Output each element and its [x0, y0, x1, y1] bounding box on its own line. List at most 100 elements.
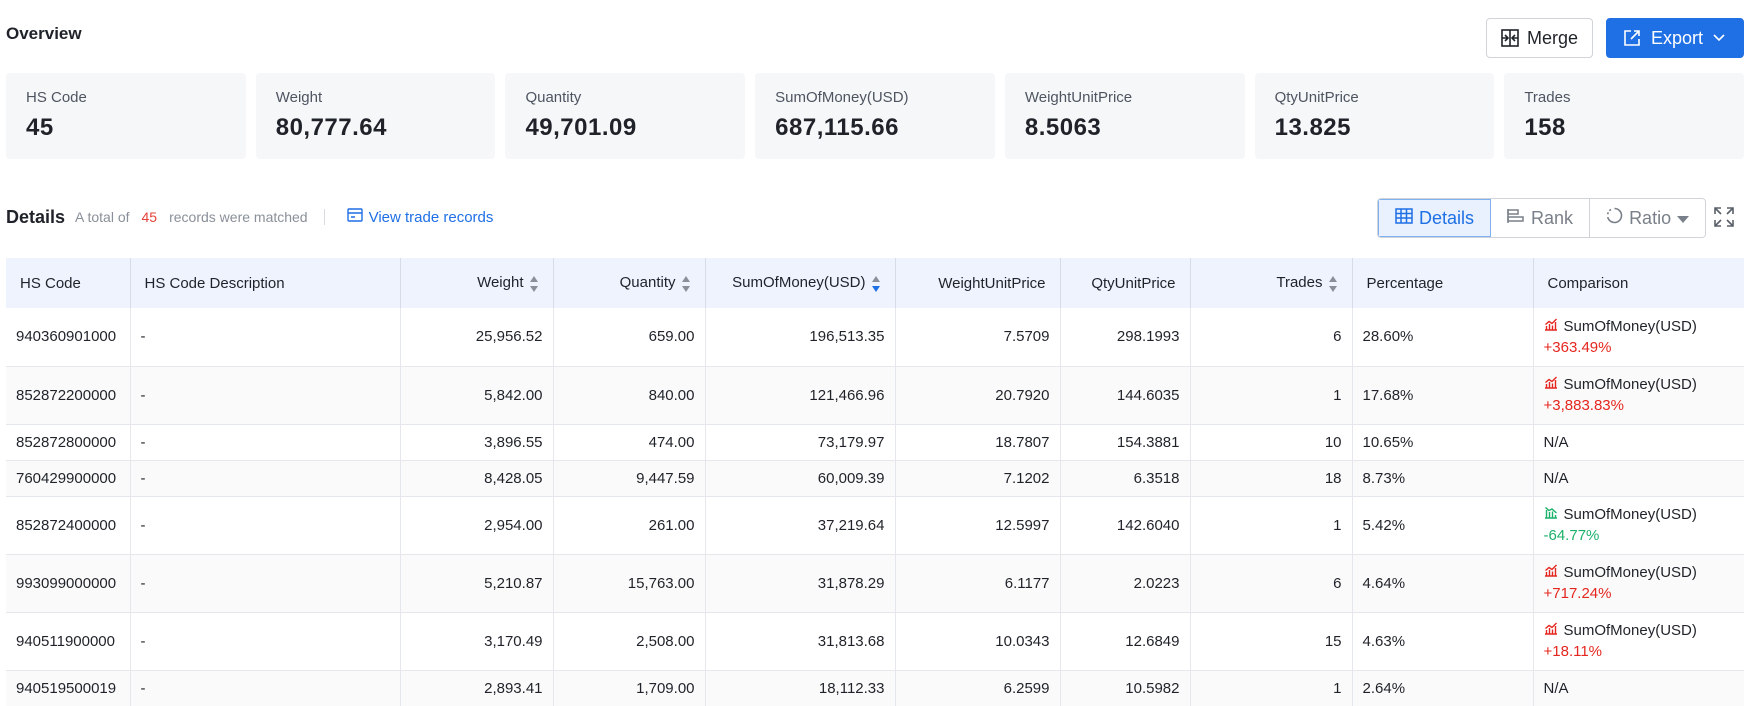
sort-icon[interactable]: [681, 275, 691, 292]
chevron-down-icon: [1713, 34, 1725, 42]
cell-percentage: 8.73%: [1352, 460, 1534, 497]
cell-sum-of-money: 18,112.33: [705, 670, 896, 706]
sort-icon[interactable]: [529, 275, 539, 292]
cell-weight: 2,954.00: [400, 496, 554, 555]
summary-cards: HS Code 45 Weight 80,777.64 Quantity 49,…: [6, 73, 1745, 159]
cell-hs-code: 760429900000: [6, 460, 131, 497]
trend-up-chart-icon: [1544, 318, 1558, 335]
cell-hs-description: -: [130, 612, 401, 671]
col-weight[interactable]: Weight: [400, 258, 554, 308]
table-row[interactable]: 852872800000-3,896.55 474.00 73,179.97 18.7…: [6, 424, 1744, 461]
cell-hs-code: 993099000000: [6, 554, 131, 613]
cell-hs-description: -: [130, 496, 401, 555]
table-icon: [1395, 207, 1413, 229]
comparison-na: N/A: [1543, 433, 1569, 451]
cell-hs-description: -: [130, 366, 401, 425]
cell-hs-description: -: [130, 670, 401, 706]
cell-quantity: 474.00: [553, 424, 706, 461]
table-row[interactable]: 760429900000-8,428.05 9,447.59 60,009.39 7.…: [6, 460, 1744, 497]
card-label: Weight: [275, 89, 323, 106]
cell-percentage: 28.60%: [1352, 308, 1534, 367]
card-value: 158: [1524, 114, 1566, 141]
cell-comparison: SumOfMoney(USD) +3,883.83%: [1533, 366, 1744, 425]
cell-weight: 3,896.55: [400, 424, 554, 461]
cell-trades: 6: [1190, 554, 1353, 613]
details-table: HS Code HS Code Description Weight Quant…: [6, 258, 1744, 706]
card-label: Quantity: [525, 89, 582, 106]
cell-percentage: 2.64%: [1352, 670, 1534, 706]
table-row[interactable]: 993099000000-5,210.87 15,763.00 31,878.29 6…: [6, 554, 1744, 613]
divider: [323, 209, 325, 225]
cell-comparison: N/A: [1533, 670, 1744, 706]
col-weight-unit-price: WeightUnitPrice: [895, 258, 1061, 308]
cell-sum-of-money: 121,466.96: [705, 366, 896, 425]
view-rank-label: Rank: [1531, 207, 1574, 228]
fullscreen-icon[interactable]: [1714, 207, 1734, 232]
table-row[interactable]: 940519500019-2,893.41 1,709.00 18,112.33 6.…: [6, 670, 1744, 706]
merge-icon: [1501, 29, 1519, 47]
col-quantity[interactable]: Quantity: [553, 258, 706, 308]
view-details-button[interactable]: Details: [1378, 199, 1492, 237]
trend-up-chart-icon: [1544, 622, 1558, 639]
cell-qty-unit-price: 154.3881: [1060, 424, 1191, 461]
cell-weight: 5,842.00: [400, 366, 554, 425]
cell-weight-unit-price: 6.1177: [895, 554, 1061, 613]
card-label: Trades: [1524, 89, 1571, 106]
records-count: 45: [141, 209, 158, 225]
trend-up-chart-icon: [1544, 564, 1558, 581]
card-sum-of-money: SumOfMoney(USD) 687,115.66: [755, 73, 995, 159]
cell-hs-description: -: [130, 460, 401, 497]
col-percentage: Percentage: [1352, 258, 1534, 308]
col-label: Percentage: [1366, 274, 1444, 292]
card-label: HS Code: [26, 89, 87, 106]
card-value: 8.5063: [1024, 114, 1102, 141]
export-button[interactable]: Export: [1606, 18, 1744, 58]
col-label: WeightUnitPrice: [938, 274, 1046, 292]
cell-weight: 2,893.41: [400, 670, 554, 706]
table-row[interactable]: 940360901000-25,956.52 659.00 196,513.35 7.…: [6, 308, 1744, 367]
col-trades[interactable]: Trades: [1190, 258, 1353, 308]
cell-hs-description: -: [130, 424, 401, 461]
cell-percentage: 4.64%: [1352, 554, 1534, 613]
cell-weight-unit-price: 20.7920: [895, 366, 1061, 425]
view-ratio-button[interactable]: Ratio: [1590, 199, 1706, 237]
cell-qty-unit-price: 6.3518: [1060, 460, 1191, 497]
card-trades: Trades 158: [1504, 73, 1745, 159]
card-qty-unit-price: QtyUnitPrice 13.825: [1254, 73, 1495, 159]
cell-quantity: 1,709.00: [553, 670, 706, 706]
table-row[interactable]: 852872200000-5,842.00 840.00 121,466.96 20.…: [6, 366, 1744, 425]
cell-trades: 15: [1190, 612, 1353, 671]
records-note-suffix: records were matched: [169, 209, 308, 225]
cell-comparison: N/A: [1533, 424, 1744, 461]
cell-percentage: 17.68%: [1352, 366, 1534, 425]
comparison-metric: SumOfMoney(USD): [1544, 376, 1735, 393]
card-weight-unit-price: WeightUnitPrice 8.5063: [1004, 73, 1245, 159]
details-title: Details: [6, 206, 66, 227]
comparison-metric: SumOfMoney(USD): [1544, 506, 1735, 523]
sort-desc-icon[interactable]: [871, 275, 881, 292]
view-trade-records-link[interactable]: View trade records: [346, 208, 493, 226]
table-row[interactable]: 852872400000-2,954.00 261.00 37,219.64 12.5…: [6, 496, 1744, 555]
comparison-change: -64.77%: [1543, 527, 1600, 544]
sort-icon[interactable]: [1328, 275, 1338, 292]
cell-comparison: SumOfMoney(USD) +717.24%: [1533, 554, 1744, 613]
comparison-change: +717.24%: [1543, 585, 1612, 602]
table-row[interactable]: 940511900000-3,170.49 2,508.00 31,813.68 10…: [6, 612, 1744, 671]
comparison-label: SumOfMoney(USD): [1563, 376, 1697, 393]
card-quantity: Quantity 49,701.09: [505, 73, 746, 159]
cell-weight: 25,956.52: [400, 308, 554, 367]
cell-percentage: 10.65%: [1352, 424, 1534, 461]
ratio-icon: [1606, 207, 1623, 229]
col-sum-of-money[interactable]: SumOfMoney(USD): [705, 258, 896, 308]
cell-hs-code: 940511900000: [6, 612, 131, 671]
comparison-na: N/A: [1543, 679, 1569, 697]
cell-trades: 10: [1190, 424, 1353, 461]
merge-button[interactable]: Merge: [1486, 18, 1593, 58]
comparison-label: SumOfMoney(USD): [1563, 317, 1697, 335]
card-value: 13.825: [1274, 114, 1351, 141]
view-switch: Details Rank Ratio: [1377, 198, 1707, 238]
col-label: Trades: [1276, 274, 1323, 292]
details-bar: Details A total of 45 records were match…: [6, 205, 493, 229]
comparison-metric: SumOfMoney(USD): [1544, 622, 1735, 639]
view-rank-button[interactable]: Rank: [1491, 199, 1591, 237]
